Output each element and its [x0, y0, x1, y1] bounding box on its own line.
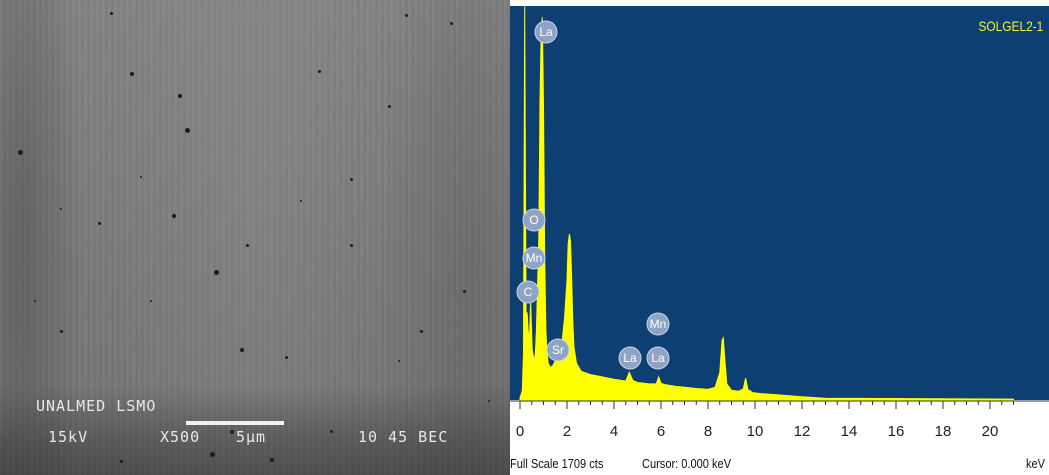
plot-background [510, 6, 1049, 400]
element-label: Sr [552, 343, 564, 357]
sem-particle [178, 94, 182, 98]
element-marker [646, 346, 670, 370]
sem-particle [318, 70, 321, 73]
sem-particle [185, 128, 190, 133]
x-tick-label: 10 [747, 423, 764, 440]
sem-particle [110, 12, 113, 15]
element-label: La [539, 25, 553, 39]
element-label: O [529, 213, 538, 227]
sem-particle [60, 330, 63, 333]
sem-particle [270, 458, 274, 462]
element-marker [646, 312, 670, 336]
element-marker [516, 280, 540, 304]
sem-particle [398, 360, 400, 362]
element-label: La [651, 351, 665, 365]
element-label: La [623, 351, 637, 365]
sem-particle [172, 214, 176, 218]
sample-label: SOLGEL2-1 [978, 18, 1043, 34]
sem-particle [450, 22, 453, 25]
x-tick-label: 0 [516, 423, 524, 440]
x-tick-label: 16 [888, 423, 905, 440]
sem-magnification: X500 [160, 428, 201, 446]
element-label: Mn [650, 317, 667, 331]
sem-voltage: 15kV [48, 428, 89, 446]
element-labels: La O Mn C Sr La La Mn [516, 20, 670, 370]
element-marker [522, 208, 546, 232]
sem-particle [420, 330, 423, 333]
sem-particle [210, 452, 215, 457]
sem-particle [488, 400, 490, 402]
x-tick-label: 6 [657, 423, 665, 440]
x-tick-label: 20 [982, 423, 999, 440]
sem-scale-label: 5μm [236, 428, 267, 446]
sem-id-label: 10 45 BEC [358, 428, 449, 446]
element-marker [534, 20, 558, 44]
x-axis: 0 2 4 6 8 10 12 14 16 18 20 [510, 400, 1049, 440]
x-tick-label: 14 [841, 423, 858, 440]
x-axis-unit: keV [1026, 456, 1046, 471]
sem-particle [18, 150, 23, 155]
eds-spectrum-chart: 0 2 4 6 8 10 12 14 16 18 20 La O Mn C Sr La La Mn [510, 6, 1049, 440]
sem-surface-texture [0, 0, 510, 475]
element-marker [546, 338, 570, 362]
sem-particle [463, 290, 466, 293]
sem-particle [405, 14, 408, 17]
element-label: C [524, 285, 533, 299]
sem-particle [246, 244, 249, 247]
sem-particle [330, 430, 333, 433]
sem-particle [240, 348, 244, 352]
spectrum-trace [519, 6, 1014, 401]
sem-sample-label: UNALMED LSMO [36, 397, 157, 415]
element-label: Mn [526, 251, 543, 265]
x-tick-label: 8 [704, 423, 712, 440]
sem-particle [130, 72, 134, 76]
x-tick-label: 4 [610, 423, 618, 440]
sem-particle [214, 270, 219, 275]
sem-particle [34, 300, 36, 302]
sem-particle [98, 222, 101, 225]
sem-particle [140, 176, 142, 178]
x-tick-label: 18 [935, 423, 952, 440]
sem-particle [350, 244, 353, 247]
sem-particle [230, 430, 234, 434]
spectrum-trace-layer [519, 6, 1014, 401]
x-tick-label: 12 [794, 423, 811, 440]
sem-particle [60, 208, 62, 210]
sem-particle [120, 460, 123, 463]
element-marker [522, 246, 546, 270]
sem-particle [285, 356, 288, 359]
cursor-readout: Cursor: 0.000 keV [642, 456, 732, 471]
sem-particle [388, 105, 391, 108]
sem-particle [150, 300, 152, 302]
full-scale-text: Full Scale 1709 cts [510, 456, 604, 471]
sem-scale-bar [186, 421, 284, 425]
sem-info-band [0, 385, 510, 475]
eds-spectrum-panel: 0 2 4 6 8 10 12 14 16 18 20 La O Mn C Sr La La Mn SOLGEL2… [510, 0, 1049, 475]
sem-particle [300, 200, 302, 202]
element-marker [618, 346, 642, 370]
x-tick-label: 2 [563, 423, 571, 440]
sem-micrograph: UNALMED LSMO 15kV X500 5μm 10 45 BEC [0, 0, 510, 475]
sem-particle [350, 178, 353, 181]
